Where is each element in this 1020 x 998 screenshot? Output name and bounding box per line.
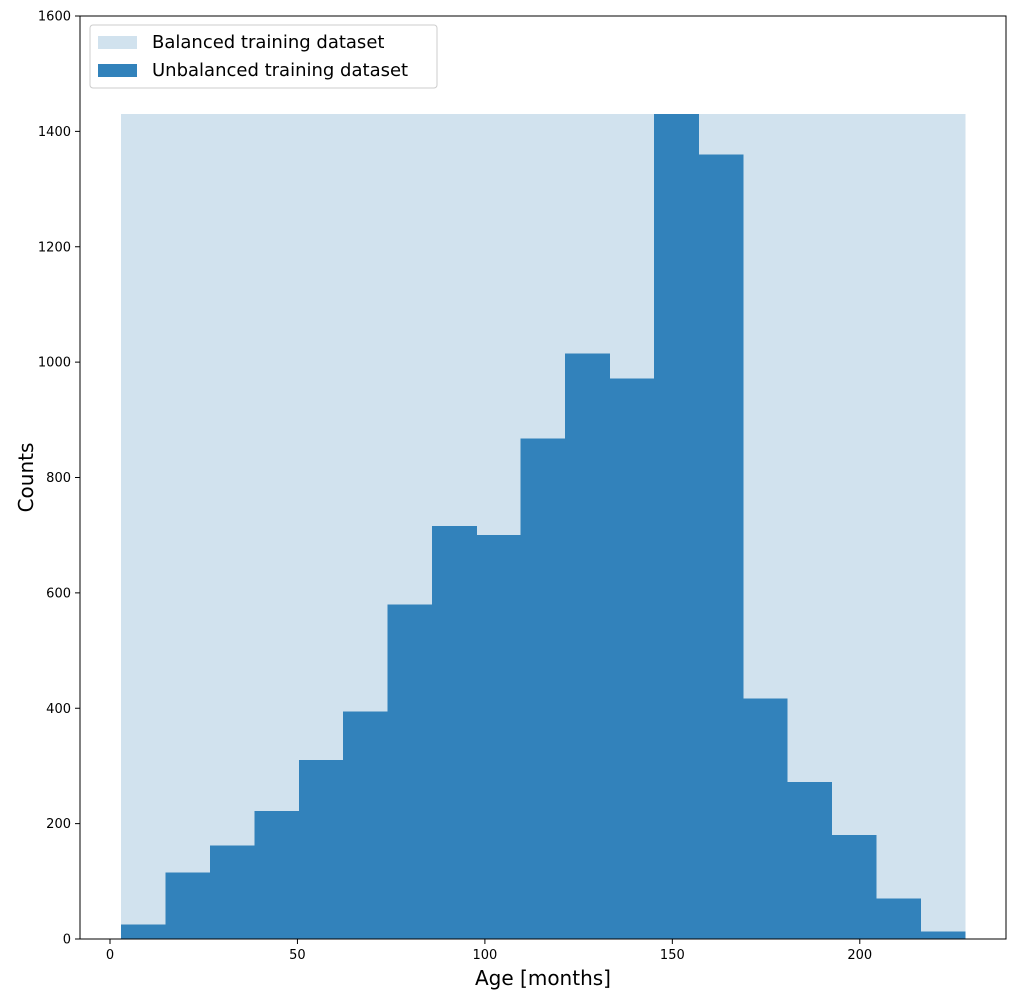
legend-swatch-unbalanced [98,64,137,77]
bar-balanced-16 [831,114,877,940]
y-tick-label: 1000 [38,356,71,371]
bar-unbalanced-2 [210,845,256,939]
x-tick-label: 100 [472,948,497,963]
bar-unbalanced-1 [165,872,211,939]
x-axis-ticks: 0 50 100 150 200 [106,939,872,963]
bar-unbalanced-4 [298,760,344,939]
legend: Balanced training dataset Unbalanced tra… [89,24,438,89]
y-tick-label: 800 [46,471,71,486]
y-axis-ticks: 0 200 400 600 800 1000 1200 1400 1600 [38,10,80,948]
x-tick-label: 200 [847,948,872,963]
bar-balanced-17 [875,114,921,940]
bar-unbalanced-13 [698,154,744,939]
y-tick-label: 0 [63,933,71,948]
bar-unbalanced-14 [742,698,788,939]
bar-balanced-18 [920,114,966,940]
y-tick-label: 1600 [38,10,71,25]
bar-unbalanced-9 [520,438,566,939]
bar-balanced-2 [210,114,256,940]
bar-unbalanced-7 [431,525,477,939]
bar-balanced-1 [165,114,211,940]
x-axis-label: Age [months] [475,966,611,990]
bar-balanced-3 [254,114,300,940]
bars-layer [121,114,966,940]
bar-unbalanced-17 [875,898,921,939]
bar-unbalanced-12 [653,114,699,940]
legend-label-unbalanced: Unbalanced training dataset [152,60,408,81]
y-tick-label: 600 [46,586,71,601]
y-tick-label: 400 [46,702,71,717]
y-tick-label: 200 [46,817,71,832]
bar-unbalanced-11 [609,378,655,940]
y-tick-label: 1400 [38,125,71,140]
bar-unbalanced-6 [387,604,433,939]
x-tick-label: 0 [106,948,114,963]
bar-unbalanced-16 [831,835,877,939]
bar-unbalanced-15 [787,782,833,939]
y-axis-label: Counts [14,443,38,513]
legend-swatch-balanced [98,36,137,49]
x-tick-label: 50 [289,948,306,963]
bar-unbalanced-8 [476,535,522,939]
legend-box [89,24,438,89]
bar-balanced-0 [121,114,167,940]
bar-unbalanced-3 [254,810,300,939]
legend-label-balanced: Balanced training dataset [152,32,384,53]
bar-unbalanced-5 [343,711,389,939]
bar-unbalanced-10 [565,353,611,939]
bar-unbalanced-18 [920,931,966,939]
y-tick-label: 1200 [38,240,71,255]
x-tick-label: 150 [660,948,685,963]
bar-unbalanced-0 [121,924,167,939]
